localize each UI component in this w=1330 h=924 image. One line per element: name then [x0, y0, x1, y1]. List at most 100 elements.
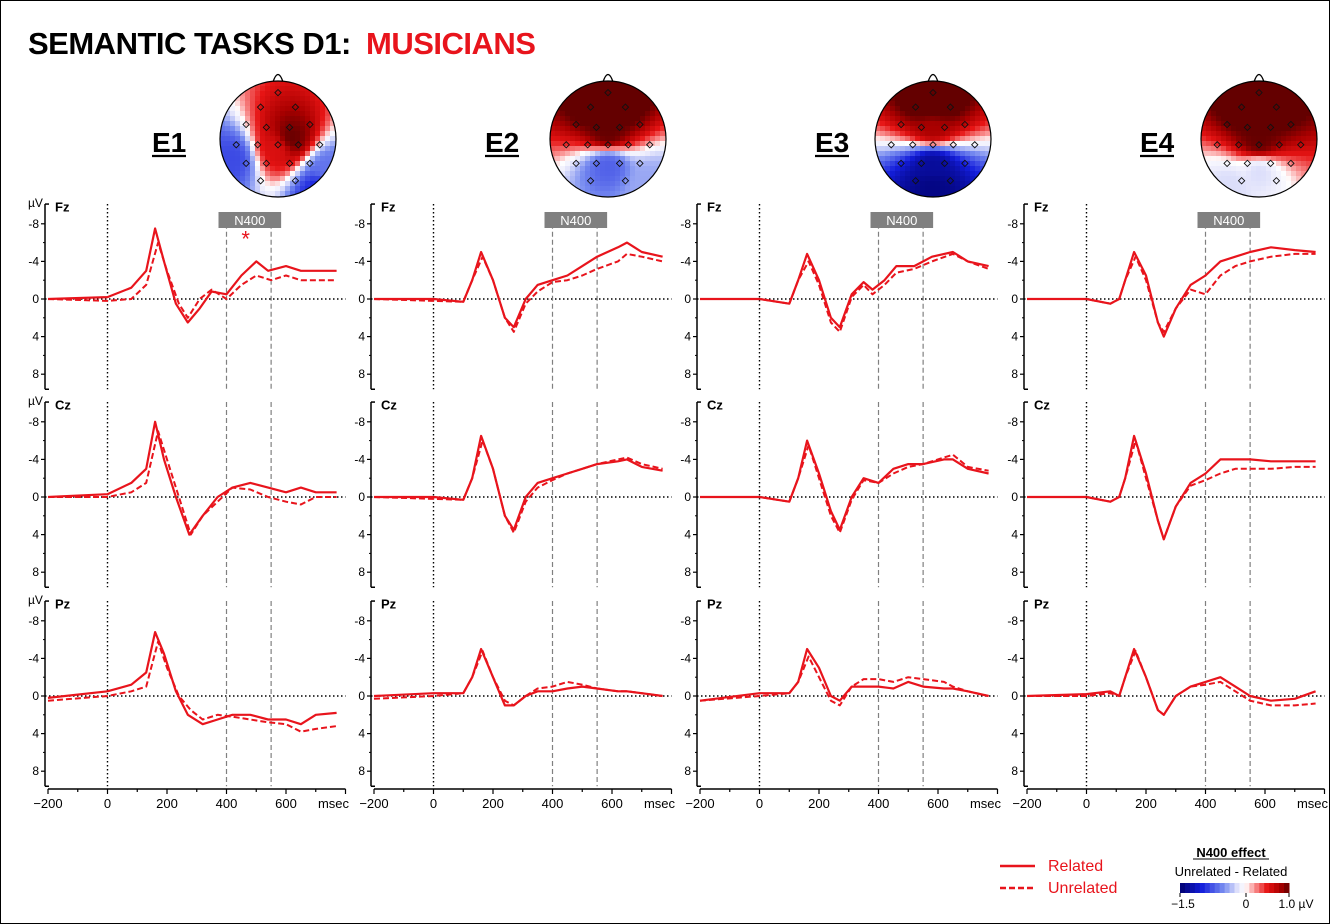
trace-unrelated — [700, 252, 989, 333]
trace-related — [1027, 246, 1316, 338]
n400-window-badge: N400 — [218, 212, 282, 228]
x-unit-label: msec — [970, 796, 1002, 811]
y-tick-label: -8 — [1007, 217, 1018, 231]
x-tick-label: 400 — [1195, 796, 1217, 811]
y-tick-label: 4 — [32, 330, 39, 344]
y-unit-label: µV — [28, 593, 43, 607]
x-tick-label: 600 — [1254, 796, 1276, 811]
y-tick-label: -8 — [680, 415, 691, 429]
head-outline — [219, 80, 337, 198]
y-tick-label: 0 — [32, 490, 39, 504]
electrode-marker — [562, 141, 570, 149]
colorbar: N400 effect Unrelated - Related −1.5 0 1.0 µ… — [1171, 845, 1313, 911]
trace-related — [47, 420, 337, 536]
electrode-marker — [1297, 141, 1305, 149]
channel-label: Pz — [707, 597, 723, 612]
electrode-marker — [615, 159, 624, 168]
y-tick-label: -4 — [354, 452, 365, 466]
electrode-marker — [917, 123, 926, 132]
channel-label: Fz — [381, 200, 396, 215]
electrode-marker — [262, 123, 271, 132]
electrode-marker — [586, 177, 595, 185]
y-tick-label: -8 — [28, 614, 39, 628]
colorbar-cell — [1204, 883, 1211, 893]
electrode-marker — [306, 159, 314, 168]
y-tick-label: 0 — [684, 689, 691, 703]
colorbar-cell — [1224, 883, 1231, 893]
electrode-marker — [908, 141, 917, 149]
electrode-marker — [929, 141, 937, 149]
head-outline — [874, 80, 992, 198]
electrode-marker — [961, 120, 969, 129]
electrode-marker — [1237, 177, 1246, 185]
x-axis-e4: −200 0 200 400 600 msec — [1012, 788, 1329, 811]
colorbar-cell — [1254, 883, 1260, 893]
y-tick-label: -4 — [1007, 452, 1018, 466]
electrode-marker — [592, 159, 601, 168]
x-tick-label: 600 — [927, 796, 949, 811]
group-label: MUSICIANS — [366, 26, 536, 61]
topomap-e2 — [549, 73, 667, 198]
colorbar-max-label: 1.0 µV — [1279, 897, 1314, 911]
electrode-marker — [1266, 123, 1275, 132]
y-tick-label: 8 — [358, 565, 365, 579]
y-tick-label: -8 — [354, 614, 365, 628]
electrode-marker — [1287, 159, 1295, 168]
x-tick-label: 200 — [1135, 796, 1157, 811]
x-tick-label: 600 — [275, 796, 297, 811]
electrode-marker — [949, 141, 958, 149]
colorbar-cell — [1194, 883, 1201, 893]
n400-badge-label: N400 — [234, 213, 265, 228]
panel-e2-fz: -8 -4 0 4 8 Fz — [354, 200, 672, 390]
electrode-marker — [615, 123, 624, 132]
x-tick-label: −200 — [33, 796, 62, 811]
trace-unrelated — [373, 649, 663, 707]
y-tick-label: 4 — [358, 727, 365, 741]
experiment-label-e2: E2 — [485, 127, 519, 158]
electrode-marker — [1255, 88, 1263, 97]
trace-related — [700, 439, 989, 532]
n400-window-badge: N400 — [870, 212, 934, 228]
electrode-marker — [256, 177, 265, 185]
colorbar-cell — [1229, 883, 1235, 893]
colorbar-cell — [1259, 883, 1265, 893]
electrode-marker — [285, 159, 294, 168]
trace-unrelated — [373, 252, 663, 333]
head-outline — [1200, 80, 1318, 198]
experiment-label-e3: E3 — [815, 127, 849, 158]
y-tick-label: 4 — [358, 528, 365, 542]
trace-related — [373, 647, 663, 707]
panel-e1-cz: -8 -4 0 4 8 µV Cz — [28, 394, 346, 588]
colorbar-cell — [1209, 883, 1216, 893]
colorbar-cell — [1279, 883, 1285, 893]
x-tick-label: −200 — [685, 796, 714, 811]
n400-badge-label: N400 — [886, 213, 917, 228]
channel-label: Fz — [1034, 200, 1049, 215]
electrode-marker — [604, 88, 612, 97]
topomap-e1 — [219, 73, 337, 198]
x-unit-label: msec — [644, 796, 676, 811]
channel-label: Pz — [1034, 597, 1050, 612]
colorbar-cell — [1234, 883, 1240, 893]
channel-label: Fz — [707, 200, 722, 215]
x-unit-label: msec — [318, 796, 350, 811]
electrode-marker — [285, 123, 294, 132]
electrode-marker — [232, 141, 240, 149]
trace-unrelated — [1027, 439, 1316, 541]
colorbar-cell — [1249, 883, 1255, 893]
y-tick-label: -8 — [28, 415, 39, 429]
electrode-marker — [316, 141, 324, 149]
x-tick-label: 0 — [756, 796, 763, 811]
x-tick-label: 0 — [104, 796, 111, 811]
electrode-marker — [242, 159, 250, 168]
x-unit-label: msec — [1297, 796, 1329, 811]
electrode-marker — [929, 88, 937, 97]
y-tick-label: -4 — [680, 452, 691, 466]
colorbar-cell — [1180, 883, 1186, 893]
legend: Related Unrelated — [1000, 858, 1117, 897]
panel-e2-pz: -8 -4 0 4 8 Pz — [354, 597, 672, 787]
topomap-e4 — [1200, 73, 1318, 198]
channel-label: Cz — [55, 398, 71, 413]
n400-badge-bg — [1197, 212, 1261, 228]
